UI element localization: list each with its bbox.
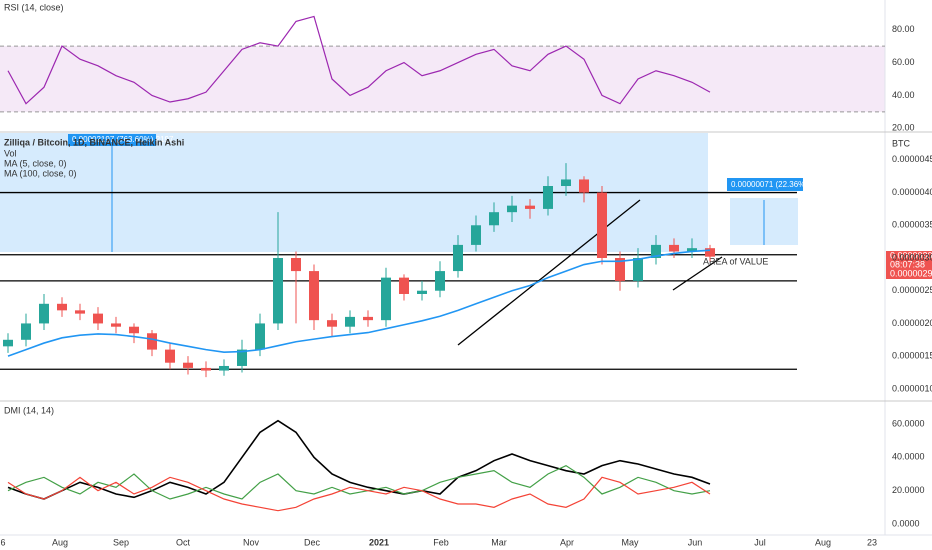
candle-body bbox=[309, 271, 319, 321]
legend-item: MA (100, close, 0) bbox=[4, 168, 77, 178]
y-tick-label: 60.00 bbox=[892, 57, 915, 67]
position-label-bg bbox=[68, 134, 156, 146]
x-tick-label: Jun bbox=[688, 537, 703, 547]
y-tick-label: 0.0000 bbox=[892, 518, 920, 528]
series-line bbox=[7, 464, 711, 500]
candle-body bbox=[327, 320, 337, 327]
candle-body bbox=[417, 290, 427, 294]
pane-title: RSI (14, close) bbox=[4, 2, 64, 12]
candle-body bbox=[291, 257, 301, 272]
legend-item: MA (5, close, 0) bbox=[4, 158, 67, 168]
candle-body bbox=[435, 271, 445, 291]
series-line bbox=[7, 15, 711, 105]
candle-body bbox=[489, 212, 499, 226]
candle-body bbox=[561, 179, 571, 187]
candle-body bbox=[633, 257, 643, 281]
y-tick-label: 80.00 bbox=[892, 24, 915, 34]
x-tick-label: Feb bbox=[433, 537, 449, 547]
series-line bbox=[7, 249, 711, 357]
candle-body bbox=[255, 323, 265, 350]
y-tick-label: 0.00000350 bbox=[892, 220, 932, 230]
x-tick-label: 2021 bbox=[369, 537, 389, 547]
rsi-band bbox=[0, 46, 885, 112]
candle-body bbox=[543, 186, 553, 209]
y-tick-label: 40.0000 bbox=[892, 452, 925, 462]
candle-body bbox=[471, 225, 481, 245]
y-tick-label: 0.00000250 bbox=[892, 285, 932, 295]
series-line bbox=[7, 476, 711, 512]
candle-body bbox=[93, 313, 103, 324]
y-tick-label: 40.00 bbox=[892, 90, 915, 100]
candle-body bbox=[399, 277, 409, 294]
x-tick-label: May bbox=[621, 537, 639, 547]
candle-body bbox=[201, 367, 211, 371]
x-tick-label: Sep bbox=[113, 537, 129, 547]
candle-body bbox=[669, 244, 679, 252]
y-tick-label: 0.00000100 bbox=[892, 383, 932, 393]
x-tick-label: Aug bbox=[52, 537, 68, 547]
last-price-bg bbox=[886, 251, 932, 279]
candle-body bbox=[579, 179, 589, 193]
pane-title: DMI (14, 14) bbox=[4, 405, 54, 415]
x-tick-label: Jul bbox=[754, 537, 766, 547]
candle-body bbox=[57, 303, 67, 311]
candle-body bbox=[111, 323, 121, 327]
candle-body bbox=[21, 323, 31, 340]
candle-body bbox=[507, 205, 517, 213]
x-tick-label: 6 bbox=[0, 537, 5, 547]
measure-label: 0.00000071 (22.36%) 71 bbox=[731, 180, 820, 189]
candle-body bbox=[237, 349, 247, 366]
area-label: AREA of VALUE bbox=[703, 256, 768, 266]
candle-body bbox=[597, 192, 607, 258]
x-tick-label: Oct bbox=[176, 537, 191, 547]
price-label: 0.00000294 bbox=[890, 268, 932, 278]
x-tick-label: Apr bbox=[560, 537, 574, 547]
x-tick-label: Nov bbox=[243, 537, 260, 547]
candle-body bbox=[381, 277, 391, 321]
measure-label-bg bbox=[727, 178, 803, 191]
countdown: 08:07:38 bbox=[890, 259, 925, 269]
candle-body bbox=[687, 248, 697, 252]
candle-body bbox=[129, 326, 139, 334]
position-label: 0.00002197 (763.60%) 2197 bbox=[72, 135, 174, 144]
candle-body bbox=[705, 248, 715, 257]
candle-body bbox=[615, 257, 625, 281]
candle-body bbox=[273, 257, 283, 324]
y-tick-label: 60.0000 bbox=[892, 418, 925, 428]
y-tick-label: 0.00000200 bbox=[892, 318, 932, 328]
candle-body bbox=[39, 303, 49, 324]
candle-body bbox=[651, 244, 661, 258]
candle-body bbox=[525, 205, 535, 209]
candle-body bbox=[75, 310, 85, 314]
x-tick-label: Mar bbox=[491, 537, 507, 547]
trend-line bbox=[457, 199, 641, 346]
y-tick-label: 20.0000 bbox=[892, 485, 925, 495]
y-tick-label: 0.00000150 bbox=[892, 351, 932, 361]
x-tick-label: Aug bbox=[815, 537, 831, 547]
candle-body bbox=[453, 244, 463, 272]
y-tick-label: 0.00000450 bbox=[892, 154, 932, 164]
pane-title: Zilliqa / Bitcoin, 1D, BINANCE, Heikin A… bbox=[4, 137, 184, 147]
candle-body bbox=[183, 362, 193, 368]
legend-item: Vol bbox=[4, 148, 17, 158]
last-price: 0.00000302 bbox=[890, 250, 932, 260]
candle-body bbox=[363, 316, 373, 321]
series-line bbox=[7, 419, 711, 500]
candle-body bbox=[165, 349, 175, 363]
trend-line bbox=[672, 256, 723, 291]
x-tick-label: Dec bbox=[304, 537, 321, 547]
candle-body bbox=[3, 339, 13, 347]
unit-label: BTC bbox=[892, 138, 911, 148]
candle-body bbox=[219, 365, 229, 371]
candle-body bbox=[147, 333, 157, 350]
y-tick-label: 20.00 bbox=[892, 123, 915, 133]
x-tick-label: 23 bbox=[867, 537, 877, 547]
candle-body bbox=[345, 316, 355, 327]
y-tick-label: 0.00000400 bbox=[892, 187, 932, 197]
